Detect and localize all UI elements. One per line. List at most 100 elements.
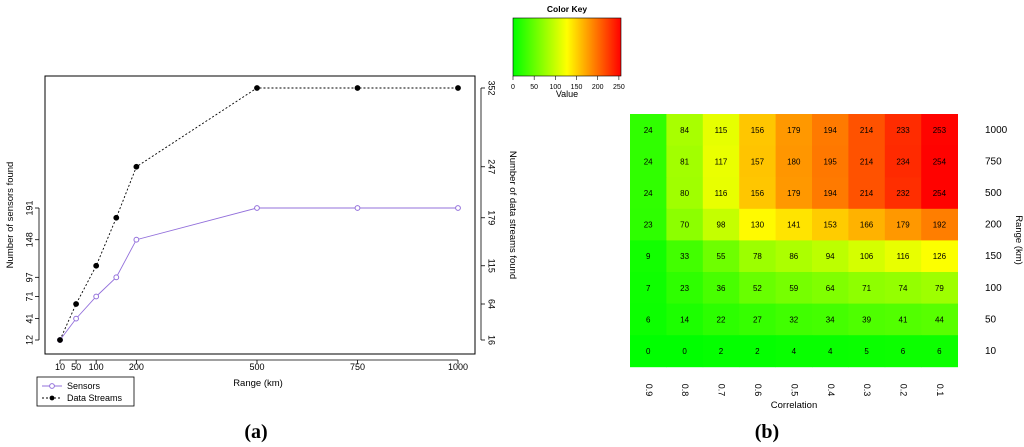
- heatmap-cell: [702, 272, 740, 304]
- heatmap-cell-label: 24: [644, 157, 653, 166]
- heatmap-cell: [630, 303, 667, 336]
- heatmap-cell-label: 86: [789, 252, 798, 261]
- x-tick-label: 10: [55, 362, 65, 372]
- heatmap-cell: [702, 208, 740, 241]
- heatmap-cell-label: 106: [860, 252, 874, 261]
- heatmap-cell: [812, 208, 849, 241]
- heatmap-cell-label: 6: [901, 347, 906, 356]
- heatmap-cell-label: 153: [824, 221, 838, 230]
- heatmap-y-tick-label: 750: [985, 156, 1002, 167]
- heatmap-cell: [739, 114, 776, 146]
- data-point-sensors: [113, 274, 120, 281]
- heatmap-cell: [666, 208, 704, 241]
- heatmap-y-tick-label: 1000: [985, 125, 1008, 136]
- heatmap-cell-label: 94: [826, 252, 835, 261]
- y-axis-right: 16 64 115 179 247 352: [480, 80, 497, 345]
- heatmap-cell: [630, 114, 667, 146]
- data-point-data-streams: [57, 337, 63, 343]
- heatmap-cell-label: 23: [644, 221, 653, 230]
- heatmap-cell: [666, 240, 704, 273]
- heatmap-cell-label: 130: [751, 221, 765, 230]
- heatmap-cell: [630, 272, 667, 304]
- data-point-sensors: [93, 293, 100, 300]
- color-key-tick-label: 200: [592, 84, 604, 91]
- heatmap-cell-label: 234: [896, 157, 910, 166]
- panel-label-b: (b): [755, 421, 779, 443]
- heatmap-cell-label: 195: [824, 157, 838, 166]
- heatmap-cell: [921, 303, 958, 336]
- heatmap-cell-label: 6: [937, 347, 942, 356]
- heatmap-cell: [775, 114, 813, 146]
- heatmap-cell: [884, 240, 922, 273]
- series-line-data-streams: [59, 87, 458, 341]
- heatmap-cell: [921, 272, 958, 304]
- heatmap-cell: [921, 240, 958, 273]
- heatmap-cell-label: 79: [935, 284, 944, 293]
- heatmap-cell: [775, 335, 813, 368]
- legend-marker-streams: [49, 395, 55, 401]
- heatmap-cell-label: 27: [753, 315, 762, 324]
- heatmap-cell-label: 24: [644, 126, 653, 135]
- y-axis-label: Number of sensors found: [5, 162, 16, 269]
- heatmap-cell: [630, 240, 667, 273]
- data-point-data-streams: [93, 262, 100, 269]
- heatmap-cell-label: 24: [644, 189, 653, 198]
- heatmap-cell-label: 23: [680, 284, 689, 293]
- heatmap-cell-label: 59: [789, 284, 798, 293]
- heatmap-cell-label: 33: [680, 252, 689, 261]
- heatmap-cell: [848, 272, 886, 304]
- heatmap-cell: [739, 335, 776, 368]
- heatmap-cell: [630, 335, 667, 368]
- heatmap-y-tick-label: 100: [985, 283, 1002, 294]
- heatmap-cell: [702, 114, 740, 146]
- heatmap-cell: [739, 272, 776, 304]
- color-key-label: Value: [556, 89, 578, 99]
- heatmap-cell-label: 44: [935, 315, 944, 324]
- legend-box: [36, 376, 135, 407]
- heatmap-cell-label: 4: [828, 347, 833, 356]
- panel-label-a: (a): [244, 421, 267, 443]
- heatmap-cell-label: 2: [719, 347, 724, 356]
- y-tick-label: 12: [24, 335, 34, 345]
- heatmap-x-tick-label: 0.3: [862, 384, 872, 397]
- data-point-data-streams: [354, 85, 361, 91]
- legend: Sensors Data Streams: [36, 376, 135, 407]
- y-tick-label: 191: [24, 200, 34, 215]
- color-key-bar: [512, 17, 622, 77]
- color-key-axis: 0 50 100 150 200 250: [511, 76, 625, 91]
- heatmap-cell: [848, 208, 886, 241]
- x-axis: 10 50 100 200 500 750 1000: [55, 359, 468, 372]
- heatmap-cell: [848, 335, 886, 368]
- heatmap-cell-label: 192: [933, 221, 947, 230]
- heatmap-cell-label: 7: [646, 284, 651, 293]
- heatmap-cell-label: 22: [717, 315, 726, 324]
- heatmap-cell-label: 64: [826, 284, 835, 293]
- heatmap-cell: [666, 272, 704, 304]
- heatmap-x-tick-label: 0.2: [899, 384, 909, 397]
- heatmap-cell-label: 9: [646, 252, 651, 261]
- heatmap-cell: [739, 303, 776, 336]
- heatmap-cell-label: 179: [787, 126, 801, 135]
- heatmap-cell: [739, 177, 776, 210]
- heatmap-cell: [666, 145, 704, 178]
- heatmap-cell-label: 214: [860, 126, 874, 135]
- heatmap-cell-label: 0: [682, 347, 687, 356]
- heatmap-x-axis: 0.9 0.8 0.7 0.6 0.5 0.4 0.3 0.2 0.1: [644, 384, 945, 397]
- heatmap-cell-label: 194: [824, 126, 838, 135]
- heatmap-cell: [812, 145, 849, 178]
- data-point-sensors: [455, 205, 461, 211]
- heatmap-cell: [884, 272, 922, 304]
- legend-label-sensors: Sensors: [67, 381, 101, 391]
- heatmap-cell: [921, 335, 958, 368]
- heatmap-cell-label: 116: [897, 252, 910, 261]
- heatmap-cell: [775, 208, 813, 241]
- color-key-tick-label: 0: [511, 84, 515, 91]
- heatmap-cell-label: 5: [864, 347, 869, 356]
- heatmap-x-tick-label: 0.6: [753, 384, 763, 397]
- plot-frame: [44, 75, 476, 355]
- heatmap-cell: [884, 208, 922, 241]
- heatmap-cell: [812, 335, 849, 368]
- heatmap-y-tick-label: 500: [985, 188, 1002, 199]
- y2-tick-label: 64: [487, 299, 497, 309]
